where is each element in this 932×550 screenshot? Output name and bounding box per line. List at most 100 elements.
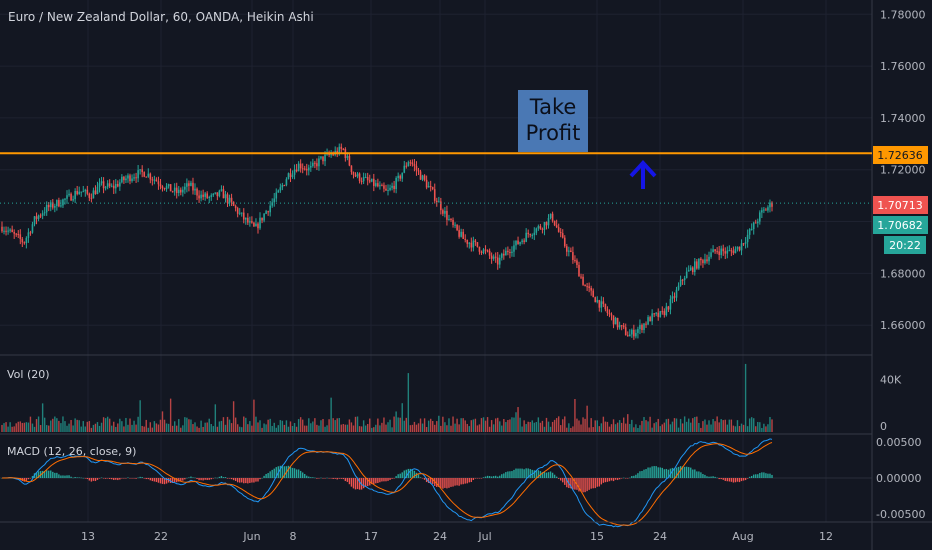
- volume-bar: [540, 423, 541, 432]
- macd-histogram-bar: [584, 478, 585, 492]
- candle-body: [542, 229, 544, 230]
- volume-bar: [109, 419, 110, 432]
- macd-histogram-bar: [550, 471, 551, 478]
- candle-body: [188, 183, 190, 186]
- volume-bar: [367, 424, 368, 432]
- time-tick-label: Aug: [732, 530, 753, 543]
- volume-bar: [245, 418, 246, 432]
- macd-histogram-bar: [115, 478, 116, 480]
- candle-body: [168, 184, 170, 186]
- volume-bar: [274, 423, 275, 432]
- macd-histogram-bar: [119, 478, 120, 480]
- candle-body: [87, 190, 89, 194]
- volume-bar: [239, 427, 240, 432]
- candle-body: [145, 177, 147, 178]
- up-arrow-icon[interactable]: [631, 163, 655, 189]
- volume-bar: [631, 420, 632, 432]
- time-tick-label: 24: [653, 530, 667, 543]
- volume-bar: [213, 426, 214, 432]
- macd-histogram-bar: [513, 470, 514, 478]
- macd-histogram-bar: [324, 478, 325, 479]
- candle-body: [487, 250, 489, 251]
- volume-bar: [64, 421, 65, 432]
- volume-bar: [493, 424, 494, 432]
- macd-histogram-bar: [477, 478, 478, 479]
- candle-body: [383, 185, 385, 188]
- candle-body: [147, 174, 149, 177]
- candle-body: [633, 330, 635, 336]
- candle-body: [1, 227, 3, 232]
- volume-bar: [694, 417, 695, 432]
- volume-bar: [217, 427, 218, 432]
- volume-bar: [40, 425, 41, 432]
- macd-histogram-bar: [391, 478, 392, 479]
- macd-histogram-bar: [452, 478, 453, 487]
- price-candles[interactable]: [1, 144, 773, 340]
- time-axis[interactable]: 13 22 Jun 8 17 24 Jul 15 24 Aug 12: [81, 530, 833, 543]
- volume-bar: [578, 420, 579, 432]
- volume-bar: [560, 425, 561, 432]
- volume-bar: [534, 423, 535, 432]
- macd-histogram-bar: [227, 478, 228, 479]
- candle-body: [373, 179, 375, 186]
- macd-histogram-bar: [698, 471, 699, 478]
- macd-histogram-bar: [184, 478, 185, 479]
- candle-body: [115, 184, 117, 188]
- macd-histogram-bar: [52, 472, 53, 478]
- macd-histogram-bar: [383, 478, 384, 481]
- candle-body: [304, 169, 306, 170]
- candle-body: [615, 318, 617, 324]
- volume-bar: [58, 421, 59, 432]
- candle-body: [408, 162, 410, 166]
- candle-body: [377, 183, 379, 186]
- candle-body: [125, 179, 127, 181]
- candle-body: [609, 313, 611, 314]
- macd-histogram-bar: [643, 470, 644, 478]
- macd-histogram-bar: [499, 476, 500, 478]
- macd-histogram-bar: [70, 477, 71, 478]
- volume-bar: [237, 424, 238, 432]
- volume-bar: [723, 420, 724, 432]
- volume-bar: [538, 417, 539, 432]
- volume-bar: [721, 419, 722, 432]
- candle-body: [513, 245, 515, 251]
- candle-body: [686, 272, 688, 278]
- candle-body: [19, 234, 21, 239]
- macd-histogram-bar: [221, 476, 222, 478]
- candle-body: [174, 188, 176, 192]
- macd-histogram-bar: [710, 477, 711, 478]
- candle-body: [113, 186, 115, 189]
- macd-histogram-bar: [223, 477, 224, 478]
- macd-histogram-bar: [393, 478, 394, 479]
- volume-bar: [241, 427, 242, 432]
- macd-axis: 0.005000.00000-0.00500: [876, 436, 925, 521]
- macd-histogram-bar: [330, 478, 331, 479]
- candle-body: [160, 184, 162, 186]
- candle-body: [365, 177, 367, 178]
- volume-bar: [747, 426, 748, 432]
- candle-body: [275, 192, 277, 198]
- macd-histogram-bar: [385, 478, 386, 481]
- macd-histogram-bar: [343, 478, 344, 479]
- volume-bar: [339, 418, 340, 432]
- macd-histogram-bar: [162, 478, 163, 484]
- volume-bar: [320, 420, 321, 432]
- volume-bar: [615, 424, 616, 432]
- candle-body: [568, 251, 570, 252]
- volume-bar: [513, 418, 514, 432]
- macd-histogram-bar: [127, 477, 128, 478]
- volume-bar: [383, 417, 384, 432]
- macd-histogram-bar: [89, 478, 90, 481]
- price-axis[interactable]: 1.780001.760001.740001.720001.700001.680…: [880, 8, 926, 332]
- candle-body: [245, 218, 247, 220]
- candle-body: [438, 201, 440, 202]
- macd-histogram-bar: [298, 469, 299, 478]
- candle-body: [426, 180, 428, 188]
- volume-bar: [653, 423, 654, 432]
- candle-body: [381, 185, 383, 186]
- candle-body: [727, 251, 729, 254]
- candle-body: [548, 218, 550, 225]
- candle-body: [668, 306, 670, 309]
